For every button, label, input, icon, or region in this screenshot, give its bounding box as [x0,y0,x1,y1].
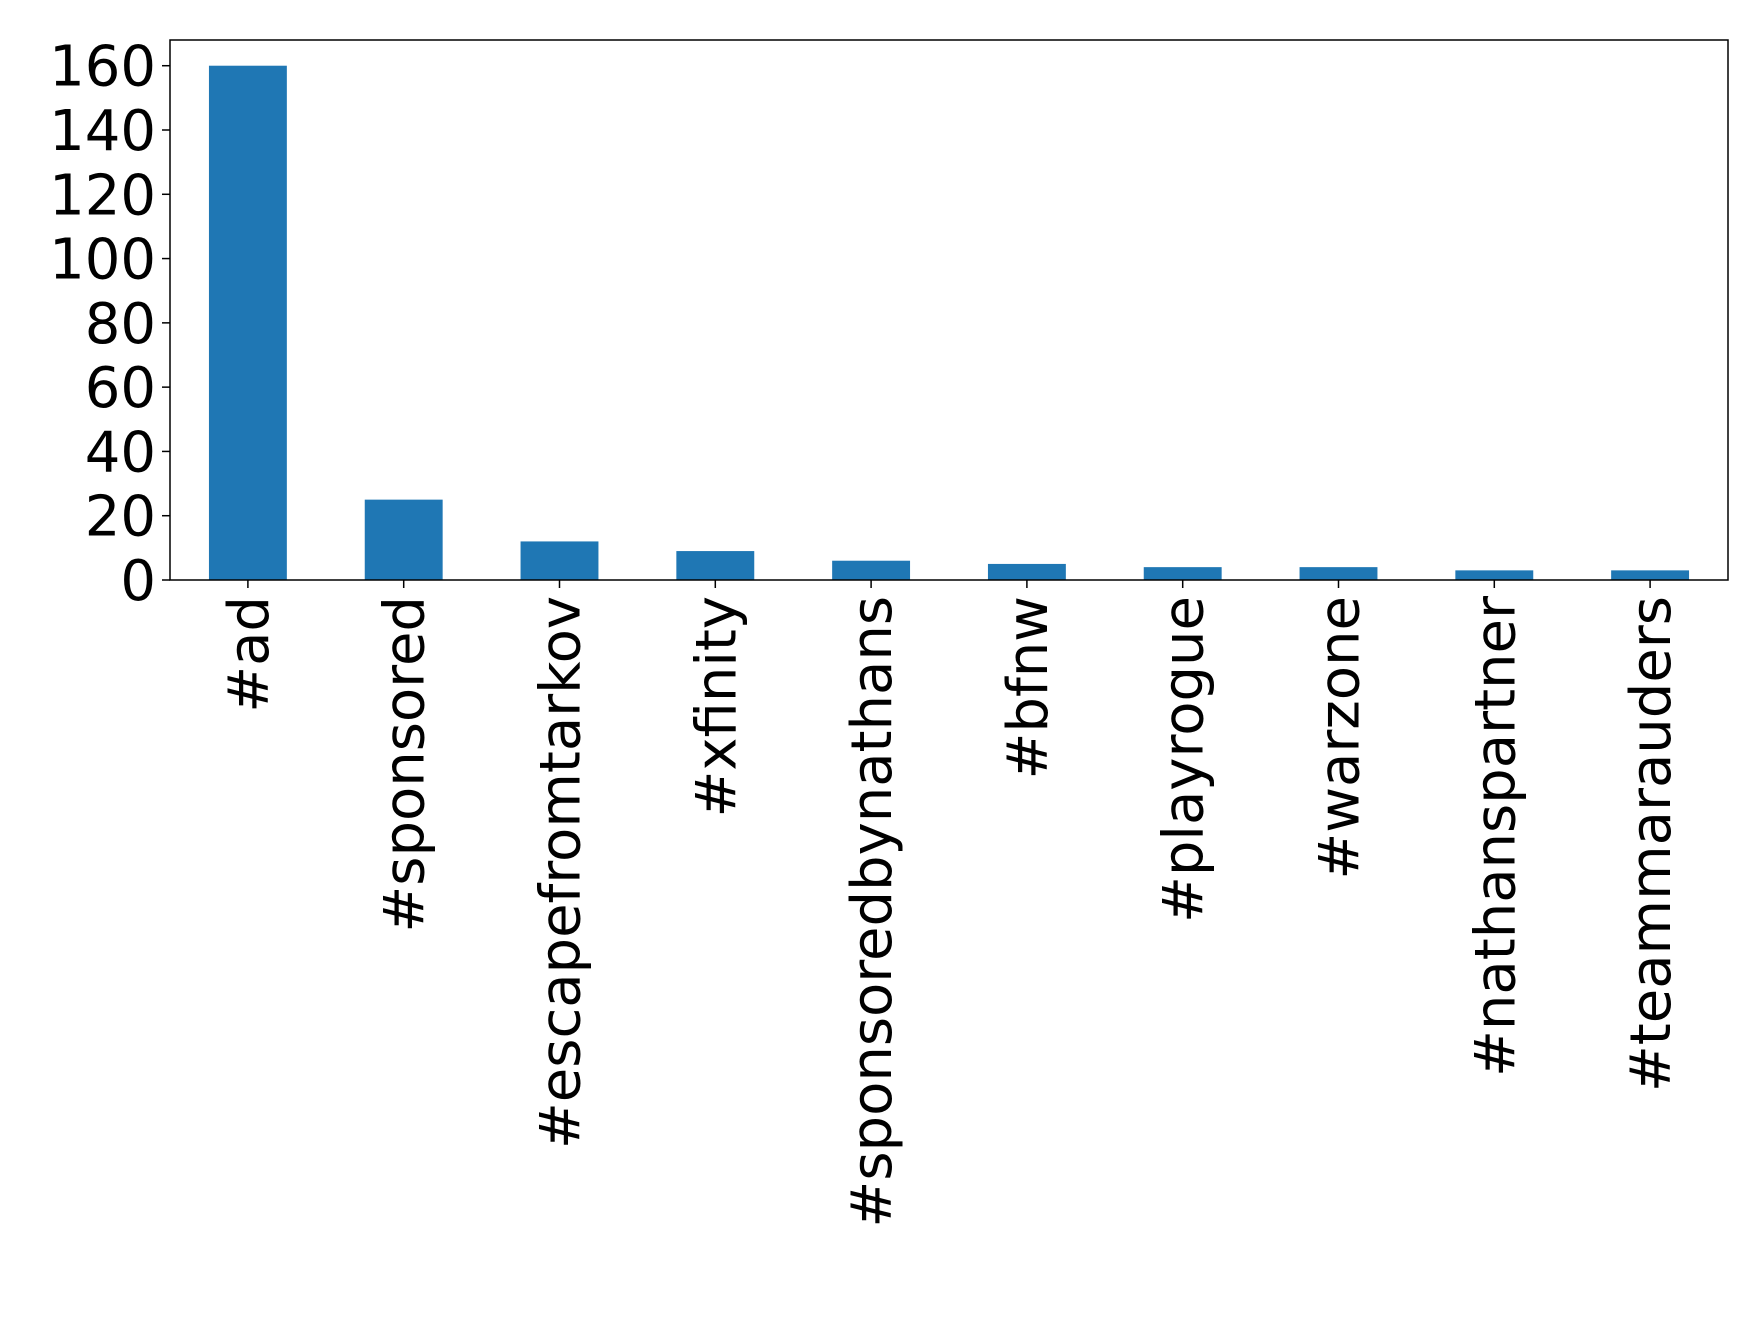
bar-nathanspartner [1455,570,1534,580]
x-tick-label: #bfnw [996,596,1061,779]
y-tick-label: 0 [120,549,156,614]
x-axis-ticks: #ad #sponsored #escapefromtarkov #xfinity #s… [217,580,1684,1228]
x-tick-label: #teammarauders [1619,596,1684,1092]
bar-sponsored [364,499,443,580]
y-tick-label: 80 [85,292,156,357]
plot-frame [169,39,1729,581]
x-tick-label: #warzone [1308,596,1373,880]
bar-teammarauders [1611,570,1690,580]
bar-ad [208,65,287,580]
bar-sponsoredbynathans [832,560,911,580]
y-tick-label: 20 [85,485,156,550]
x-tick-label: #xfinity [684,596,749,817]
bar-playrogue [1143,567,1222,580]
y-tick-label: 140 [49,99,156,164]
x-tick-label: #sponsored [373,596,438,933]
bar-warzone [1299,567,1378,580]
x-tick-label: #escapefromtarkov [529,596,594,1149]
y-tick-label: 60 [85,356,156,421]
bars-group [208,65,1690,580]
bar-escapefromtarkov [520,541,599,580]
y-tick-label: 40 [85,420,156,485]
x-tick-label: #sponsoredbynathans [840,596,905,1228]
x-tick-label: #nathanspartner [1463,595,1528,1077]
bar-xfinity [676,551,755,580]
x-tick-label: #playrogue [1152,596,1217,923]
bar-bfnw [987,563,1066,580]
y-tick-label: 100 [49,228,156,293]
x-tick-label: #ad [217,596,282,713]
y-tick-label: 120 [49,163,156,228]
y-tick-label: 160 [49,35,156,100]
